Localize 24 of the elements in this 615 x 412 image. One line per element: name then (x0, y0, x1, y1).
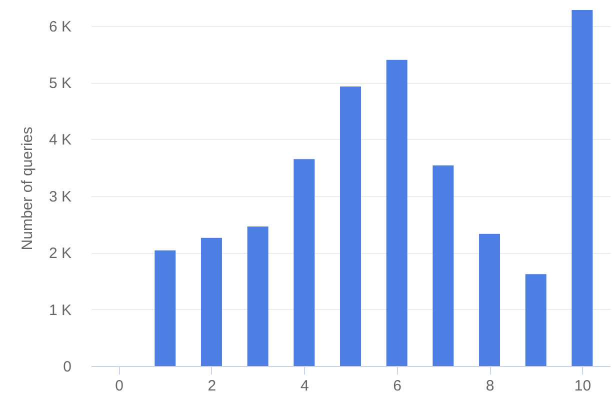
x-tick-label: 0 (115, 378, 124, 394)
y-axis-title: Number of queries (18, 126, 36, 250)
y-tick-label: 3 K (48, 188, 72, 206)
x-tick-label: 4 (300, 378, 309, 394)
bar (386, 60, 408, 366)
y-tick-label: 1 K (48, 302, 72, 319)
y-tick-label: 2 K (48, 245, 72, 262)
y-tick-label: 0 (63, 358, 72, 376)
x-tick-label: 2 (208, 378, 216, 394)
x-tick-label: 8 (486, 378, 494, 394)
y-tick-label: 5 K (48, 75, 72, 92)
x-tick-label: 10 (574, 378, 592, 394)
y-tick-label: 6 K (48, 18, 72, 36)
bar (340, 86, 361, 366)
bar (525, 274, 546, 366)
bar (200, 238, 222, 366)
bar (572, 10, 593, 366)
x-tick-label: 6 (393, 378, 402, 394)
y-tick-label: 4 K (48, 132, 72, 149)
bar (479, 234, 500, 366)
bar (294, 159, 315, 366)
bar (247, 226, 268, 366)
bar (432, 165, 454, 366)
bar (154, 250, 176, 366)
